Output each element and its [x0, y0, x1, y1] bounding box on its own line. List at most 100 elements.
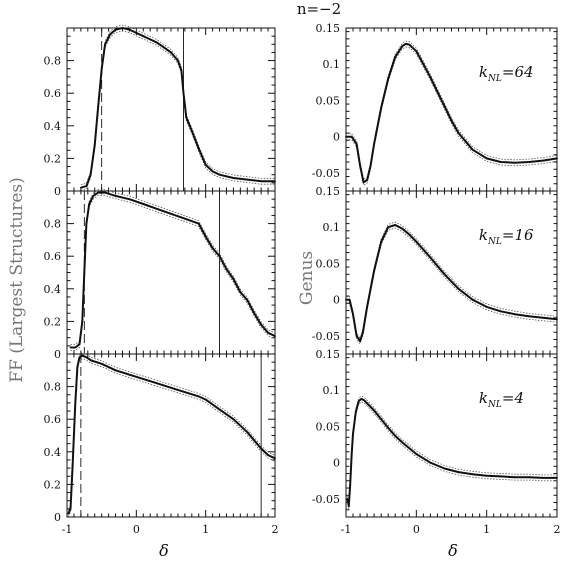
y-tick-label: 0.15 — [316, 348, 341, 361]
data-point — [366, 402, 368, 405]
data-point — [253, 312, 256, 315]
right-y-axis-label: Genus — [297, 251, 317, 305]
data-point — [373, 409, 376, 412]
y-tick-label: 0.05 — [316, 420, 341, 433]
data-point — [128, 28, 131, 31]
data-point — [274, 180, 276, 183]
y-tick-label: 0.1 — [323, 221, 341, 234]
data-point — [128, 198, 131, 201]
data-point — [109, 33, 111, 36]
y-tick-label: -0.05 — [312, 330, 340, 343]
data-point — [104, 191, 107, 194]
data-point — [362, 181, 365, 184]
right-x-axis-label: δ — [448, 541, 458, 560]
data-point — [361, 331, 364, 334]
data-point — [246, 431, 249, 434]
y-tick-label: -0.05 — [312, 167, 340, 180]
data-point — [246, 178, 249, 181]
data-point — [93, 144, 96, 147]
left-x-axis-label: δ — [159, 541, 169, 560]
data-point — [485, 306, 488, 308]
data-point — [471, 298, 474, 301]
data-point — [135, 31, 138, 34]
error-band-line — [68, 358, 276, 517]
panels: 0 0.2 0.4 0.6 0.8 0 0.2 0.4 0.6 0.8 0 0.2 0.4 0.6 0.8 -… — [44, 22, 561, 536]
data-point — [415, 240, 418, 243]
x-tick-label: -1 — [341, 523, 352, 536]
y-tick-label: 0.2 — [44, 315, 62, 328]
data-point — [232, 177, 235, 179]
data-point — [180, 69, 183, 72]
data-point — [436, 90, 439, 93]
data-point — [121, 27, 124, 29]
x-tick-label: 2 — [554, 523, 561, 536]
data-point — [267, 454, 269, 456]
data-point — [246, 299, 249, 302]
y-tick-label: 0.4 — [44, 283, 62, 296]
data-point — [76, 366, 79, 368]
data-point — [81, 320, 84, 323]
data-point — [450, 119, 453, 122]
data-point — [513, 161, 516, 164]
x-tick-label: -1 — [62, 523, 73, 536]
x-tick-label: 0 — [133, 523, 140, 536]
x-tick-label: 1 — [483, 523, 490, 536]
data-point — [69, 507, 72, 510]
data-point — [394, 224, 397, 226]
data-point — [366, 179, 368, 182]
data-point — [267, 331, 269, 334]
panel-left-middle: 0 0.2 0.4 0.6 0.8 — [44, 189, 276, 361]
data-point — [457, 471, 460, 473]
y-tick-label: 0.15 — [316, 22, 341, 35]
data-point — [359, 164, 361, 167]
data-point — [404, 43, 407, 45]
data-point — [471, 473, 474, 476]
data-point — [114, 28, 117, 31]
data-point — [218, 173, 221, 176]
data-point — [204, 235, 207, 238]
data-point — [556, 476, 558, 479]
data-point — [260, 323, 263, 326]
data-point — [142, 203, 145, 205]
data-point — [78, 343, 81, 346]
data-point — [443, 273, 446, 276]
data-point — [345, 135, 347, 138]
figure-title: n=−2 — [297, 0, 341, 18]
data-point — [81, 354, 84, 357]
y-tick-label: 0.05 — [316, 94, 341, 107]
series-line — [80, 27, 275, 189]
data-point — [85, 356, 88, 359]
error-band-line — [70, 189, 276, 345]
data-point — [85, 185, 88, 188]
data-point — [422, 63, 425, 66]
data-point — [97, 191, 100, 194]
data-point — [149, 38, 152, 41]
data-point — [182, 92, 185, 95]
data-point — [556, 318, 558, 321]
y-tick-label: 0.6 — [44, 413, 62, 426]
data-point — [135, 375, 138, 378]
data-point — [177, 59, 179, 62]
data-point — [542, 159, 544, 162]
data-point — [156, 382, 159, 385]
panel-frame — [66, 190, 276, 355]
data-point — [260, 180, 263, 183]
data-point — [239, 291, 242, 293]
data-point — [542, 476, 544, 479]
data-point — [352, 313, 354, 316]
panel-frame — [345, 27, 558, 192]
data-point — [359, 340, 361, 342]
data-point — [485, 157, 488, 160]
data-point — [69, 346, 72, 349]
data-point — [387, 426, 390, 429]
data-point — [156, 208, 159, 210]
data-point — [232, 418, 235, 421]
x-tick-label: 2 — [272, 523, 279, 536]
panel-frame — [66, 353, 276, 518]
y-tick-label: 0.1 — [323, 384, 341, 397]
series-line — [67, 354, 276, 515]
data-point — [218, 255, 221, 258]
panel-frame — [345, 353, 558, 518]
data-point — [170, 51, 172, 54]
data-point — [349, 483, 352, 486]
